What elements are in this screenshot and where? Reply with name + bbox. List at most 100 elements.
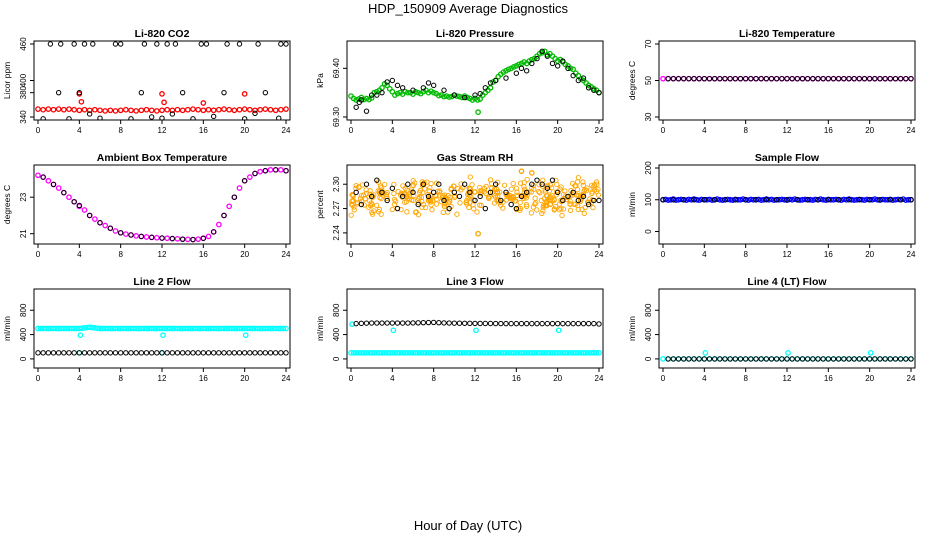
data-point bbox=[398, 206, 404, 213]
data-point bbox=[125, 325, 132, 332]
data-point bbox=[529, 181, 535, 187]
data-point bbox=[580, 75, 587, 81]
data-point bbox=[164, 41, 170, 47]
data-point bbox=[353, 182, 359, 189]
data-point bbox=[549, 320, 556, 327]
data-point bbox=[675, 75, 682, 82]
data-point bbox=[804, 75, 811, 82]
data-point bbox=[905, 196, 912, 203]
data-point bbox=[494, 186, 500, 192]
data-point bbox=[356, 99, 362, 106]
data-point bbox=[407, 349, 414, 356]
data-point bbox=[35, 106, 41, 112]
data-point bbox=[887, 75, 894, 82]
data-point bbox=[492, 320, 499, 327]
data-point bbox=[368, 193, 375, 200]
data-point bbox=[771, 197, 777, 203]
panel-line2: Line 2 Flow ml/min 0 4 8 12 16 20 24 0 400 800 bbox=[2, 276, 291, 383]
data-point bbox=[179, 325, 186, 332]
data-point bbox=[440, 194, 446, 200]
data-point bbox=[379, 349, 385, 356]
data-point bbox=[467, 174, 473, 180]
data-point bbox=[399, 320, 406, 326]
data-point bbox=[419, 179, 425, 185]
data-point bbox=[436, 181, 442, 187]
x-tick-label: 16 bbox=[512, 374, 521, 383]
data-point bbox=[363, 95, 370, 102]
data-point bbox=[722, 356, 728, 362]
data-point bbox=[40, 325, 47, 332]
data-point bbox=[763, 75, 770, 82]
x-tick-label: 0 bbox=[349, 374, 354, 383]
data-point bbox=[190, 116, 196, 120]
data-point bbox=[549, 349, 556, 356]
data-point bbox=[908, 356, 914, 362]
data-point bbox=[210, 229, 217, 235]
data-point bbox=[510, 180, 516, 187]
x-tick-label: 8 bbox=[118, 374, 123, 383]
data-point bbox=[161, 99, 167, 106]
x-tick-label: 8 bbox=[743, 374, 748, 383]
data-point bbox=[102, 222, 109, 229]
data-point bbox=[557, 349, 564, 356]
data-point bbox=[246, 106, 253, 113]
data-point bbox=[203, 325, 209, 332]
data-point bbox=[236, 185, 243, 191]
data-point bbox=[61, 350, 67, 356]
data-point bbox=[750, 196, 757, 203]
data-point bbox=[213, 325, 220, 332]
data-point bbox=[169, 107, 176, 114]
data-point bbox=[86, 111, 93, 117]
data-point bbox=[141, 41, 148, 47]
data-point bbox=[360, 192, 367, 198]
figure-title: HDP_150909 Average Diagnostics bbox=[368, 1, 568, 16]
data-point bbox=[55, 89, 62, 96]
data-point bbox=[853, 196, 860, 203]
data-point bbox=[825, 75, 832, 82]
data-point bbox=[580, 182, 586, 188]
x-tick-label: 12 bbox=[783, 374, 792, 383]
data-point bbox=[518, 168, 525, 175]
data-point bbox=[94, 325, 101, 332]
data-point bbox=[45, 325, 52, 332]
data-point bbox=[575, 174, 582, 181]
data-point bbox=[495, 349, 502, 356]
data-point bbox=[794, 75, 801, 82]
data-point bbox=[440, 209, 446, 216]
data-point bbox=[495, 193, 501, 199]
x-tick-label: 24 bbox=[282, 374, 291, 383]
data-point bbox=[48, 325, 54, 332]
data-point bbox=[773, 197, 780, 203]
data-point bbox=[454, 211, 460, 217]
data-point bbox=[410, 349, 416, 356]
data-point bbox=[272, 167, 279, 173]
data-point bbox=[458, 181, 464, 187]
data-point bbox=[172, 325, 178, 332]
x-tick-label: 16 bbox=[512, 126, 521, 135]
data-point bbox=[133, 108, 140, 114]
data-point bbox=[585, 349, 592, 356]
data-point bbox=[523, 201, 529, 208]
data-point bbox=[446, 200, 452, 206]
data-point bbox=[428, 202, 434, 208]
data-point bbox=[254, 325, 261, 332]
data-point bbox=[169, 350, 176, 356]
data-point bbox=[122, 106, 129, 113]
data-point bbox=[594, 181, 600, 187]
data-point bbox=[90, 41, 96, 47]
data-point bbox=[903, 356, 909, 362]
data-point bbox=[81, 325, 88, 331]
data-point bbox=[92, 350, 98, 356]
data-point bbox=[366, 349, 372, 356]
data-point bbox=[702, 349, 709, 356]
data-point bbox=[508, 320, 514, 327]
data-point bbox=[791, 196, 798, 202]
y-tick-label: 380 bbox=[19, 85, 28, 99]
data-point bbox=[394, 349, 401, 356]
data-point bbox=[37, 325, 44, 332]
data-point bbox=[709, 197, 715, 203]
data-points bbox=[348, 48, 602, 115]
data-point bbox=[107, 350, 114, 356]
data-point bbox=[872, 75, 878, 82]
data-point bbox=[55, 185, 62, 191]
